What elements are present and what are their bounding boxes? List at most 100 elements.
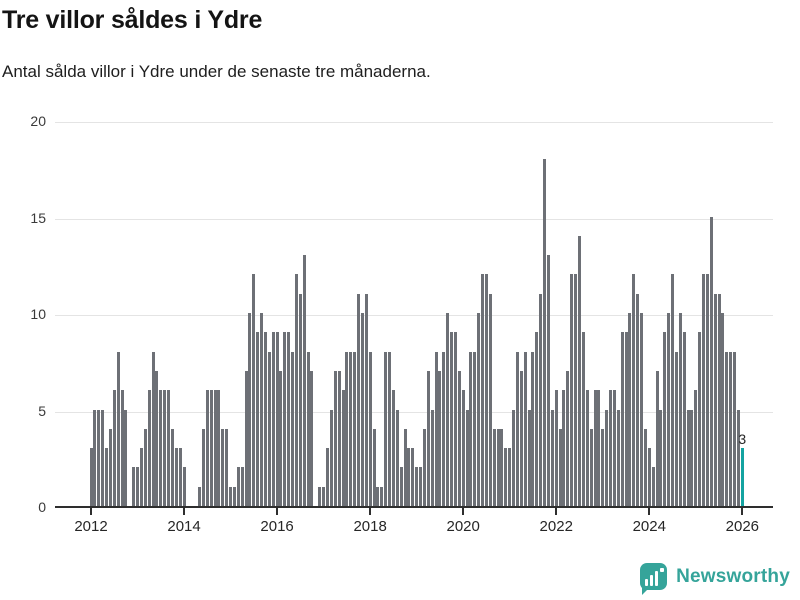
bar	[89, 448, 93, 506]
bar	[671, 274, 675, 506]
bar	[93, 409, 97, 506]
bar	[492, 428, 496, 506]
bar	[504, 448, 508, 506]
bar	[519, 370, 523, 506]
x-axis-tick	[462, 508, 465, 515]
bar	[240, 467, 244, 506]
bar	[461, 390, 465, 506]
bar	[612, 390, 616, 506]
bar	[97, 409, 101, 506]
bar	[465, 409, 469, 506]
y-axis-tick-label: 0	[38, 499, 46, 515]
y-gridline	[55, 411, 773, 413]
bar	[686, 409, 690, 506]
bar	[260, 313, 264, 506]
bar	[477, 313, 481, 506]
bar	[294, 274, 298, 506]
bar	[244, 370, 248, 506]
bar	[438, 370, 442, 506]
bar	[632, 274, 636, 506]
bar	[167, 390, 171, 506]
bar	[248, 313, 252, 506]
x-axis-tick	[276, 508, 279, 515]
bar	[578, 235, 581, 506]
bar	[434, 351, 438, 506]
x-axis-tick	[183, 508, 186, 515]
bar	[275, 332, 279, 506]
y-axis-tick-label: 5	[38, 402, 46, 419]
bar	[721, 313, 725, 506]
bar	[267, 351, 271, 506]
bar	[484, 274, 488, 506]
bar	[271, 332, 275, 506]
bar	[705, 274, 709, 506]
bar	[310, 370, 314, 506]
bar	[620, 332, 624, 506]
bar	[395, 409, 399, 506]
bar	[453, 332, 457, 506]
bar	[659, 409, 663, 506]
bar	[593, 390, 597, 506]
bar	[143, 428, 147, 506]
logo-chart-bars-icon	[655, 571, 659, 586]
bar	[736, 409, 740, 506]
y-gridline	[55, 315, 773, 316]
bar	[733, 351, 737, 506]
bar	[252, 274, 256, 506]
bar	[101, 409, 105, 506]
bar	[209, 390, 213, 506]
bar	[229, 486, 233, 506]
bar	[678, 313, 682, 506]
bar	[353, 351, 357, 506]
bar	[236, 467, 240, 506]
bar	[201, 428, 205, 506]
bar	[636, 293, 640, 506]
bar	[391, 390, 395, 506]
bar	[550, 409, 554, 506]
bar	[333, 370, 337, 506]
bar	[539, 293, 543, 506]
y-gridline	[55, 122, 773, 123]
bar	[329, 409, 333, 506]
bar	[469, 351, 473, 506]
bar	[298, 293, 302, 506]
bar	[407, 448, 411, 506]
bar	[694, 390, 698, 506]
bar	[562, 390, 566, 506]
y-gridline	[55, 218, 773, 220]
bar	[322, 486, 326, 506]
bar	[651, 467, 655, 506]
bar	[403, 428, 407, 506]
bar	[558, 428, 562, 506]
bar	[512, 409, 516, 506]
x-axis-tick-label: 2016	[260, 518, 294, 535]
bar	[279, 370, 283, 506]
bar	[411, 448, 415, 506]
bar	[337, 370, 341, 506]
bar	[174, 448, 178, 506]
bar	[159, 390, 163, 506]
bar	[667, 313, 671, 506]
bar	[232, 486, 236, 506]
bar	[527, 409, 531, 506]
x-axis-tick-label: 2018	[353, 518, 387, 535]
bar	[628, 313, 632, 506]
bar	[376, 486, 380, 506]
bar	[690, 409, 694, 506]
highlighted-bar	[740, 448, 744, 506]
newsworthy-logo[interactable]: Newsworthy	[640, 563, 790, 595]
bar	[624, 332, 628, 506]
bar	[349, 351, 353, 506]
bar	[543, 158, 547, 506]
bar	[205, 390, 209, 506]
x-axis-tick-label: 2020	[446, 518, 480, 535]
bar	[430, 409, 434, 506]
bar	[155, 370, 159, 506]
bar	[360, 313, 364, 506]
bar	[139, 448, 143, 506]
x-axis-tick	[741, 508, 744, 515]
y-axis-tick-label: 10	[30, 306, 46, 322]
bar	[488, 293, 492, 506]
bar	[674, 351, 678, 506]
